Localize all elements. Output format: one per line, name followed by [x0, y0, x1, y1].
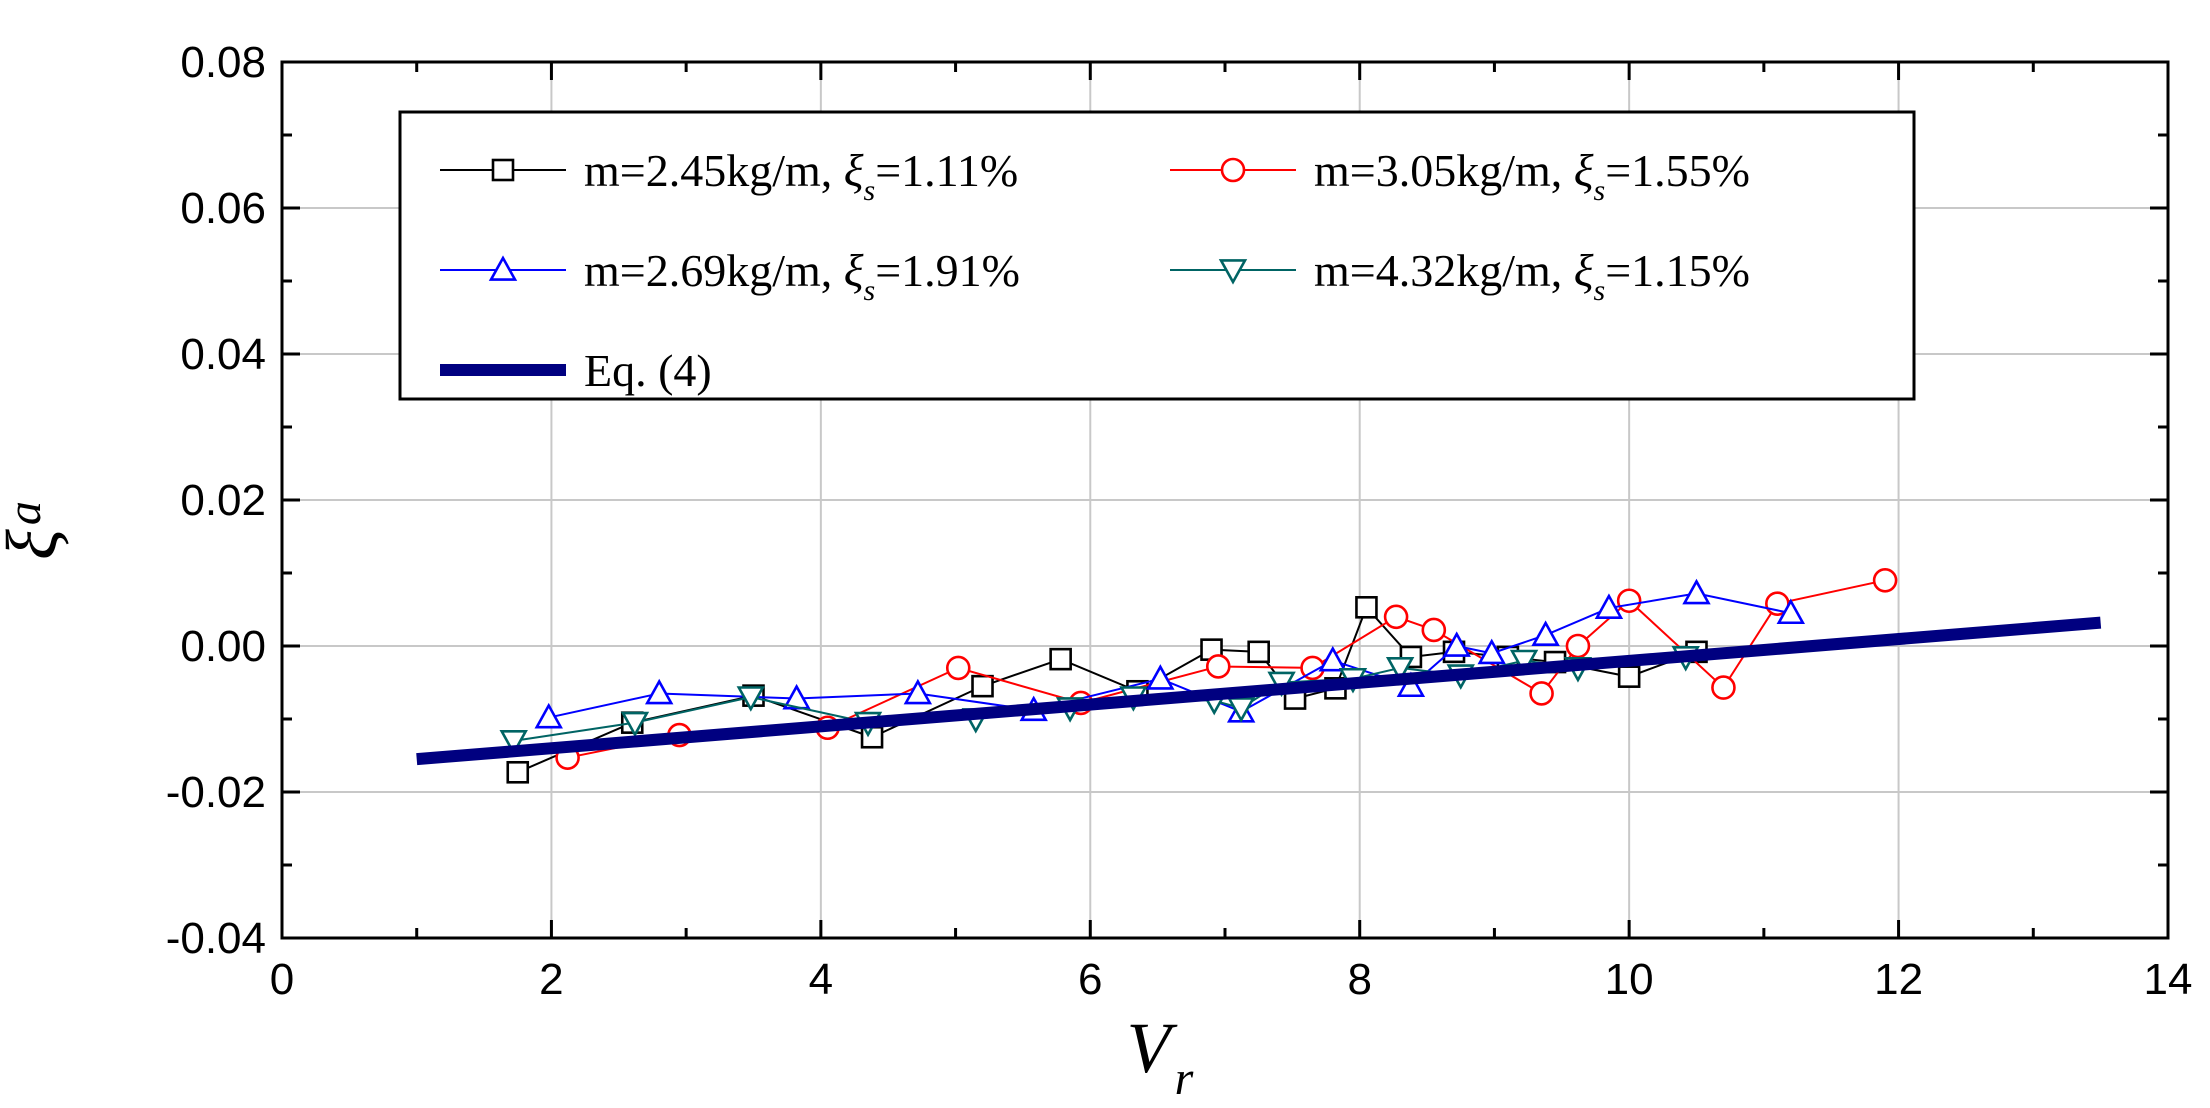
data-point	[1385, 656, 1415, 683]
data-point	[1247, 640, 1270, 664]
x-tick-label: 4	[809, 955, 833, 1004]
y-tick-label: -0.04	[166, 914, 266, 963]
y-tick-label: -0.02	[166, 768, 266, 817]
data-point	[1711, 675, 1736, 700]
y-tick-label: 0.00	[180, 622, 266, 671]
data-point	[506, 760, 530, 784]
tick-labels: 0 2 4 6 8 10 12 14 -0.04 -0.02 0.00 0.02 0.04 0.06 0.0…	[166, 38, 2193, 1004]
legend-label-sub: s	[1594, 274, 1606, 307]
data-point	[1509, 649, 1539, 676]
legend-label: m=4.32kg/m, ξs=1.15%	[1314, 245, 1750, 307]
data-point	[534, 702, 563, 729]
fit-line-eq4	[416, 616, 2102, 766]
x-tick-label: 10	[1605, 955, 1654, 1004]
data-point	[1531, 620, 1560, 646]
x-axis-title-sub: r	[1175, 1052, 1194, 1105]
legend-marker	[491, 158, 515, 182]
x-tick-label: 6	[1078, 955, 1102, 1004]
data-point	[1565, 633, 1591, 659]
legend-label-name: m=2.69kg/m,	[584, 245, 844, 296]
data-point	[1146, 664, 1175, 690]
data-point	[903, 678, 933, 705]
legend-label-xi: ξ	[1574, 245, 1594, 296]
x-tick-label: 12	[1874, 955, 1923, 1004]
x-tick-label: 2	[539, 955, 563, 1004]
legend-marker	[1220, 157, 1246, 183]
y-axis-title-main: ξ	[0, 529, 72, 560]
data-point	[1205, 654, 1231, 679]
data-point	[1318, 645, 1347, 672]
legend-label-xi: ξ	[1574, 145, 1594, 196]
data-point	[1616, 588, 1642, 614]
series-4	[416, 616, 2102, 766]
y-tick-label: 0.06	[180, 184, 266, 233]
data-point	[1529, 681, 1554, 706]
legend-label-sub: s	[1594, 174, 1606, 207]
data-point	[945, 655, 971, 681]
legend-box	[398, 110, 1916, 401]
legend-marker	[488, 255, 518, 281]
data-point	[1477, 638, 1506, 665]
legend-item-3: m=4.32kg/m, ξs=1.15%	[1170, 245, 1750, 307]
legend-label-value: =1.91%	[875, 245, 1020, 296]
x-axis-title: Vr	[1127, 1008, 1194, 1105]
data-point	[1682, 578, 1711, 605]
data-point	[1776, 598, 1806, 625]
data-point	[1049, 647, 1072, 671]
legend-label: m=2.69kg/m, ξs=1.91%	[584, 245, 1020, 307]
data-point	[1872, 567, 1898, 593]
x-tick-label: 8	[1347, 955, 1371, 1004]
data-point	[1421, 617, 1447, 643]
y-tick-label: 0.04	[180, 330, 266, 379]
data-point	[620, 711, 650, 738]
data-point	[1226, 697, 1256, 723]
legend-marker	[1218, 259, 1248, 285]
y-tick-label: 0.02	[180, 476, 266, 525]
series-2	[534, 578, 1806, 729]
legend-label-sub: s	[864, 174, 876, 207]
data-point	[1594, 593, 1624, 619]
legend-item-4: Eq. (4)	[440, 345, 712, 396]
x-tick-label: 14	[2144, 955, 2193, 1004]
legend-item-1: m=3.05kg/m, ξs=1.55%	[1170, 145, 1750, 207]
legend-label-xi: ξ	[844, 145, 864, 196]
data-point	[1355, 596, 1378, 619]
axis-ticks	[280, 60, 2170, 940]
data-point	[782, 683, 811, 710]
y-axis-title-sub: a	[0, 501, 51, 525]
data-point	[971, 674, 994, 698]
legend-item-2: m=2.69kg/m, ξs=1.91%	[440, 245, 1020, 307]
legend-label-value: =1.15%	[1605, 245, 1750, 296]
legend-item-0: m=2.45kg/m, ξs=1.11%	[440, 145, 1018, 207]
legend-label: m=2.45kg/m, ξs=1.11%	[584, 145, 1018, 207]
legend-label-sub: s	[864, 274, 876, 307]
series-layer	[416, 567, 2102, 784]
legend-label-xi: ξ	[844, 245, 864, 296]
data-point	[499, 729, 528, 756]
legend-label-value: =1.55%	[1605, 145, 1750, 196]
y-axis-title: ξa	[0, 501, 72, 560]
data-point	[736, 686, 766, 712]
data-point	[1383, 604, 1409, 630]
legend-label-name: m=4.32kg/m,	[1314, 245, 1574, 296]
x-tick-label: 0	[270, 955, 294, 1004]
legend-label-name: m=3.05kg/m,	[1314, 145, 1574, 196]
data-point	[1442, 631, 1471, 657]
legend-label-name: m=2.45kg/m,	[584, 145, 844, 196]
legend-label: m=3.05kg/m, ξs=1.55%	[1314, 145, 1750, 207]
data-point	[1617, 665, 1641, 688]
legend-label-value: =1.11%	[875, 145, 1018, 196]
legend: m=2.45kg/m, ξs=1.11% m=3.05kg/m, ξs=1.55%…	[398, 110, 1916, 401]
data-point	[644, 678, 674, 705]
y-tick-label: 0.08	[180, 38, 266, 87]
x-axis-title-main: V	[1127, 1008, 1178, 1088]
legend-label-eq4: Eq. (4)	[584, 345, 712, 396]
